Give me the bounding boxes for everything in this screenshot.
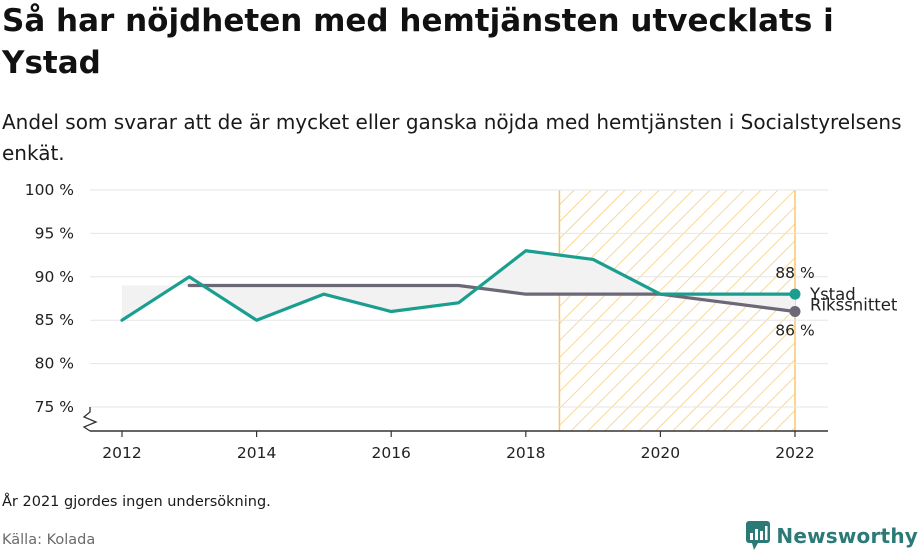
chart-subtitle: Andel som svarar att de är mycket eller … [2,110,902,165]
ystad-value-label: 88 % [775,264,814,282]
brand-logo: Newsworthy [745,519,918,553]
x-tick-label: 2022 [775,444,814,462]
x-tick-label: 2016 [371,444,410,462]
x-tick-label: 2012 [102,444,141,462]
axis-break-icon [82,407,98,432]
x-tick-label: 2014 [237,444,276,462]
x-tick-label: 2018 [506,444,545,462]
series-end-point-ystad [789,288,801,300]
chart-source: Källa: Kolada [2,532,96,548]
y-tick-label: 85 % [35,311,74,329]
y-tick-label: 75 % [35,398,74,416]
series-line-ystad [120,249,797,322]
newsworthy-logo-icon [746,521,771,550]
brand-name: Newsworthy [776,524,918,548]
y-tick-label: 100 % [25,181,74,199]
chart-footnote: År 2021 gjordes ingen undersökning. [2,494,271,510]
y-tick-label: 95 % [35,224,74,242]
y-tick-label: 80 % [35,355,74,373]
x-tick-label: 2020 [641,444,680,462]
chart-title: Så har nöjdheten med hemtjänsten utveckl… [2,3,834,81]
legend-ystad: Ystad [809,285,856,304]
y-tick-label: 90 % [35,268,74,286]
series-gap-fill [189,250,796,321]
highlight-region [559,190,795,431]
series-end-point-rikssnittet [789,306,801,318]
legend-rikssnittet: Rikssnittet [810,296,898,315]
series-line-rikssnittet [187,283,797,314]
riks-value-label: 86 % [775,322,814,340]
